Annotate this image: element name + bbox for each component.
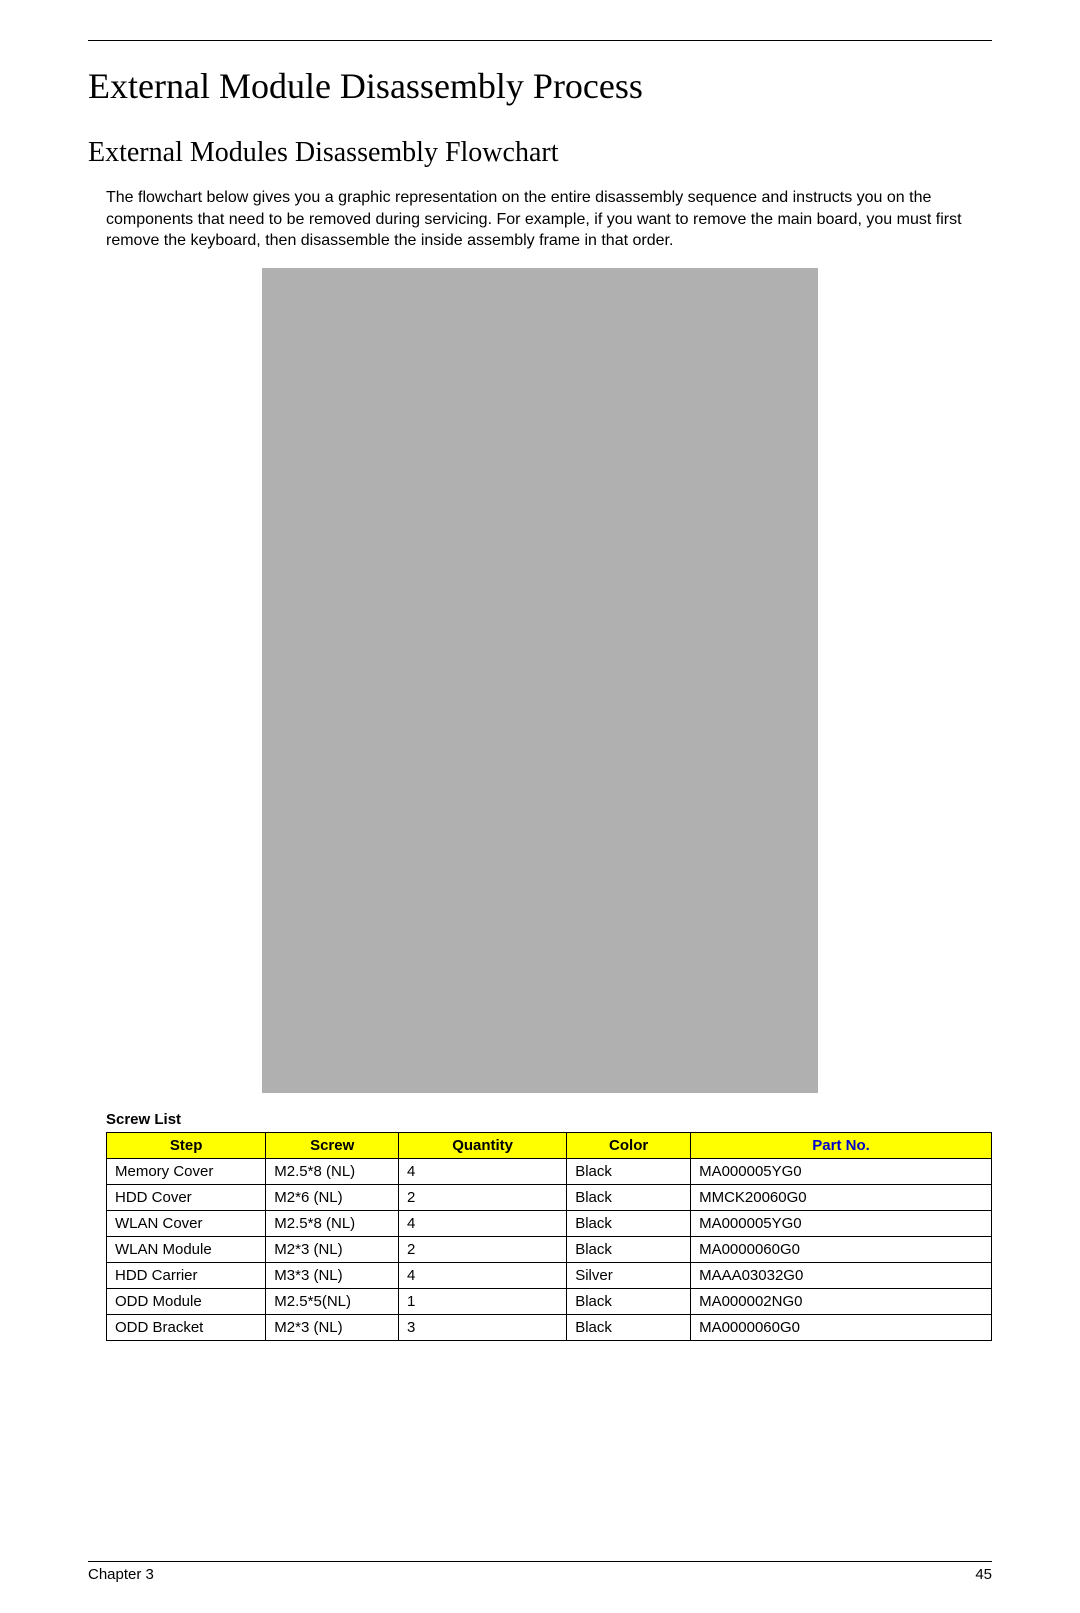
cell-step: ODD Module	[107, 1288, 266, 1314]
cell-color: Black	[567, 1236, 691, 1262]
flowchart-figure-placeholder	[262, 268, 818, 1093]
page-footer: Chapter 3 45	[88, 1561, 992, 1583]
cell-screw: M2.5*8 (NL)	[266, 1158, 399, 1184]
cell-step: HDD Cover	[107, 1184, 266, 1210]
cell-partno: MA0000060G0	[691, 1314, 992, 1340]
col-quantity: Quantity	[399, 1132, 567, 1158]
cell-screw: M2.5*8 (NL)	[266, 1210, 399, 1236]
table-row: WLAN Cover M2.5*8 (NL) 4 Black MA000005Y…	[107, 1210, 992, 1236]
cell-quantity: 1	[399, 1288, 567, 1314]
cell-step: HDD Carrier	[107, 1262, 266, 1288]
cell-quantity: 2	[399, 1236, 567, 1262]
table-body: Memory Cover M2.5*8 (NL) 4 Black MA00000…	[107, 1158, 992, 1340]
cell-screw: M2*3 (NL)	[266, 1314, 399, 1340]
table-row: HDD Carrier M3*3 (NL) 4 Silver MAAA03032…	[107, 1262, 992, 1288]
col-partno: Part No.	[691, 1132, 992, 1158]
col-step: Step	[107, 1132, 266, 1158]
cell-screw: M2*3 (NL)	[266, 1236, 399, 1262]
cell-screw: M2.5*5(NL)	[266, 1288, 399, 1314]
cell-screw: M2*6 (NL)	[266, 1184, 399, 1210]
heading-1: External Module Disassembly Process	[88, 65, 992, 107]
table-row: ODD Module M2.5*5(NL) 1 Black MA000002NG…	[107, 1288, 992, 1314]
cell-step: Memory Cover	[107, 1158, 266, 1184]
table-caption: Screw List	[106, 1111, 992, 1128]
top-rule	[88, 40, 992, 41]
cell-screw: M3*3 (NL)	[266, 1262, 399, 1288]
cell-quantity: 3	[399, 1314, 567, 1340]
cell-quantity: 4	[399, 1210, 567, 1236]
footer-chapter: Chapter 3	[88, 1566, 154, 1583]
cell-partno: MMCK20060G0	[691, 1184, 992, 1210]
cell-color: Black	[567, 1184, 691, 1210]
cell-step: ODD Bracket	[107, 1314, 266, 1340]
page: External Module Disassembly Process Exte…	[0, 0, 1080, 1613]
cell-color: Black	[567, 1158, 691, 1184]
footer-page-number: 45	[975, 1566, 992, 1583]
table-row: WLAN Module M2*3 (NL) 2 Black MA0000060G…	[107, 1236, 992, 1262]
cell-partno: MA000005YG0	[691, 1210, 992, 1236]
cell-quantity: 2	[399, 1184, 567, 1210]
table-header: Step Screw Quantity Color Part No.	[107, 1132, 992, 1158]
cell-step: WLAN Module	[107, 1236, 266, 1262]
cell-quantity: 4	[399, 1262, 567, 1288]
col-color: Color	[567, 1132, 691, 1158]
col-screw: Screw	[266, 1132, 399, 1158]
cell-partno: MAAA03032G0	[691, 1262, 992, 1288]
table-row: Memory Cover M2.5*8 (NL) 4 Black MA00000…	[107, 1158, 992, 1184]
cell-quantity: 4	[399, 1158, 567, 1184]
cell-color: Black	[567, 1314, 691, 1340]
heading-2: External Modules Disassembly Flowchart	[88, 137, 992, 169]
table-row: ODD Bracket M2*3 (NL) 3 Black MA0000060G…	[107, 1314, 992, 1340]
cell-partno: MA000005YG0	[691, 1158, 992, 1184]
intro-paragraph: The flowchart below gives you a graphic …	[106, 187, 992, 252]
cell-color: Silver	[567, 1262, 691, 1288]
cell-partno: MA000002NG0	[691, 1288, 992, 1314]
cell-color: Black	[567, 1210, 691, 1236]
cell-step: WLAN Cover	[107, 1210, 266, 1236]
cell-partno: MA0000060G0	[691, 1236, 992, 1262]
screw-list-table: Step Screw Quantity Color Part No. Memor…	[106, 1132, 992, 1341]
table-header-row: Step Screw Quantity Color Part No.	[107, 1132, 992, 1158]
table-row: HDD Cover M2*6 (NL) 2 Black MMCK20060G0	[107, 1184, 992, 1210]
cell-color: Black	[567, 1288, 691, 1314]
